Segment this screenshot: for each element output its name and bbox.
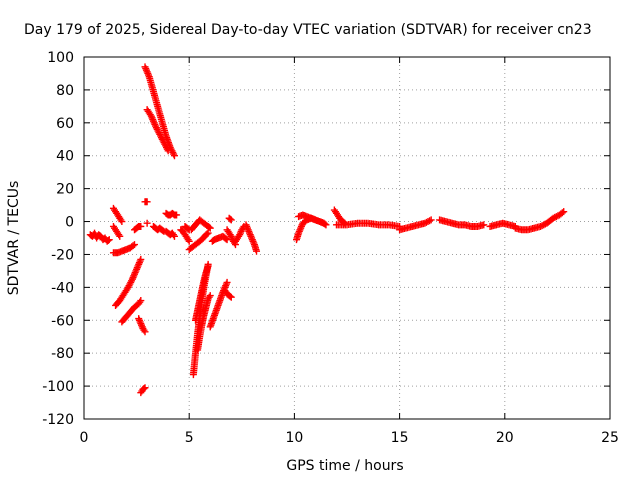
data-point bbox=[426, 217, 434, 225]
data-series bbox=[118, 297, 145, 326]
data-point bbox=[141, 328, 149, 336]
data-point bbox=[137, 297, 145, 305]
data-series bbox=[192, 262, 212, 324]
data-point bbox=[320, 219, 328, 227]
data-point bbox=[105, 236, 113, 244]
data-series bbox=[162, 227, 178, 240]
data-series bbox=[143, 106, 172, 155]
data-series bbox=[436, 216, 488, 230]
data-series bbox=[149, 222, 168, 235]
data-point bbox=[558, 209, 566, 217]
y-tick-label: 100 bbox=[47, 50, 74, 66]
data-point bbox=[227, 216, 235, 224]
chart-title: Day 179 of 2025, Sidereal Day-to-day VTE… bbox=[24, 22, 592, 38]
data-point bbox=[129, 242, 137, 250]
data-point bbox=[164, 147, 172, 155]
data-series bbox=[109, 241, 138, 257]
data-point bbox=[170, 232, 178, 240]
data-series bbox=[86, 229, 113, 245]
data-point bbox=[130, 241, 138, 249]
axis-ticks: 0 5 10 15 20 25 -120 -100 -80 -60 -40 -20 0 20 40 60 80 1… bbox=[42, 50, 619, 446]
data-series bbox=[221, 287, 235, 301]
data-point bbox=[203, 230, 211, 238]
data-series bbox=[112, 255, 145, 309]
grid bbox=[84, 57, 610, 419]
data-series bbox=[189, 260, 212, 379]
data-series bbox=[130, 222, 145, 234]
data-points bbox=[86, 63, 568, 397]
y-tick-label: 80 bbox=[56, 83, 74, 99]
data-point bbox=[205, 223, 213, 231]
x-tick-label: 10 bbox=[285, 430, 303, 446]
data-point bbox=[226, 292, 234, 300]
data-series bbox=[511, 208, 568, 234]
data-series bbox=[486, 219, 519, 230]
data-point bbox=[173, 211, 181, 219]
data-point bbox=[253, 247, 261, 255]
data-point bbox=[204, 262, 212, 270]
data-series bbox=[109, 222, 124, 240]
data-point bbox=[159, 227, 167, 235]
data-point bbox=[141, 384, 149, 392]
data-series bbox=[135, 315, 149, 336]
y-tick-label: 40 bbox=[56, 149, 74, 165]
y-tick-label: 20 bbox=[56, 182, 74, 198]
data-point bbox=[143, 198, 151, 206]
data-series bbox=[231, 222, 248, 245]
data-series bbox=[187, 216, 214, 234]
data-point bbox=[170, 152, 178, 160]
data-series bbox=[332, 219, 404, 230]
data-series bbox=[295, 211, 328, 227]
y-tick-label: -60 bbox=[51, 313, 74, 329]
x-tick-label: 20 bbox=[496, 430, 514, 446]
data-point bbox=[143, 219, 151, 227]
data-point bbox=[226, 215, 234, 223]
y-tick-label: 60 bbox=[56, 116, 74, 132]
data-point bbox=[206, 224, 214, 232]
data-point bbox=[223, 278, 231, 286]
data-series bbox=[206, 278, 231, 331]
data-point bbox=[140, 385, 148, 393]
y-axis-label: SDTVAR / TECUs bbox=[6, 181, 22, 296]
data-series bbox=[109, 204, 126, 226]
x-tick-label: 5 bbox=[185, 430, 194, 446]
y-tick-label: -20 bbox=[51, 247, 74, 263]
data-series bbox=[177, 226, 193, 245]
data-point bbox=[206, 292, 214, 300]
plot-frame bbox=[83, 56, 611, 420]
data-series bbox=[242, 221, 261, 255]
x-tick-label: 15 bbox=[391, 430, 409, 446]
y-tick-label: -40 bbox=[51, 280, 74, 296]
data-point bbox=[185, 237, 193, 245]
data-series bbox=[143, 219, 151, 227]
data-point bbox=[204, 229, 212, 237]
y-tick-label: -100 bbox=[42, 379, 74, 395]
data-point bbox=[427, 216, 435, 224]
data-point bbox=[137, 222, 145, 230]
data-series bbox=[396, 216, 435, 234]
data-point bbox=[118, 218, 126, 226]
data-series bbox=[141, 198, 151, 206]
data-point bbox=[137, 255, 145, 263]
y-tick-label: -120 bbox=[42, 412, 74, 428]
data-point bbox=[116, 232, 124, 240]
x-tick-label: 25 bbox=[601, 430, 619, 446]
data-point bbox=[104, 236, 112, 244]
x-axis-label: GPS time / hours bbox=[286, 458, 403, 474]
y-tick-label: -80 bbox=[51, 346, 74, 362]
y-tick-label: 0 bbox=[65, 215, 74, 231]
data-series bbox=[194, 292, 214, 354]
data-point bbox=[560, 208, 568, 216]
x-tick-label: 0 bbox=[80, 430, 89, 446]
data-series bbox=[185, 229, 212, 254]
data-point bbox=[222, 235, 230, 243]
data-series bbox=[162, 209, 181, 219]
data-series bbox=[141, 63, 178, 160]
data-point bbox=[227, 293, 235, 301]
data-series bbox=[137, 384, 149, 397]
data-series bbox=[225, 214, 235, 224]
data-point bbox=[480, 221, 488, 229]
